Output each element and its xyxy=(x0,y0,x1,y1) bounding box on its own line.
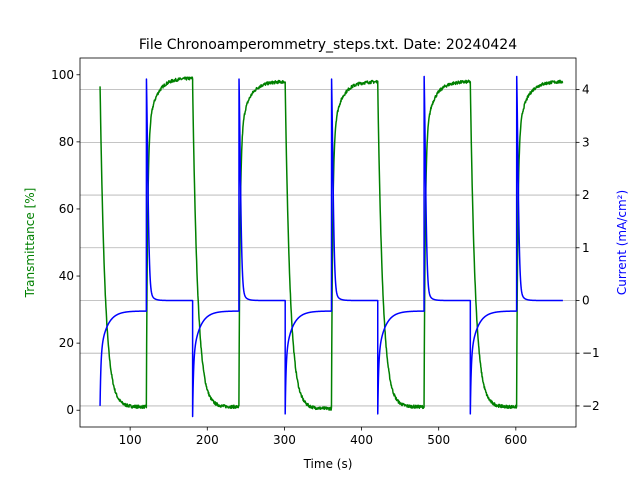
y-right-tick-label: −1 xyxy=(582,346,600,360)
y-axis-left-label: Transmittance [%] xyxy=(23,188,37,299)
series-line-current xyxy=(99,75,564,418)
x-tick-label: 100 xyxy=(119,433,142,447)
y-left-tick-label: 0 xyxy=(66,403,74,417)
x-tick-label: 400 xyxy=(350,433,373,447)
x-tick-label: 500 xyxy=(427,433,450,447)
y-left-tick-label: 60 xyxy=(59,202,74,216)
y-right-tick-label: 2 xyxy=(582,188,590,202)
y-right-tick-label: 0 xyxy=(582,293,590,307)
y-left-tick-label: 40 xyxy=(59,269,74,283)
y-left-tick-label: 80 xyxy=(59,135,74,149)
y-right-tick-label: −2 xyxy=(582,399,600,413)
y-left-tick-label: 20 xyxy=(59,336,74,350)
x-axis: 100 200 300 400 500 600 xyxy=(119,427,527,447)
y-right-tick-label: 1 xyxy=(582,241,590,255)
y-axis-right: −2 −1 0 1 2 3 4 xyxy=(576,83,600,413)
grid xyxy=(80,89,576,407)
chart-title: File Chronoamperommetry_steps.txt. Date:… xyxy=(139,37,517,53)
x-tick-label: 200 xyxy=(196,433,219,447)
y-left-tick-label: 100 xyxy=(51,68,74,82)
y-right-tick-label: 4 xyxy=(582,83,590,97)
y-right-tick-label: 3 xyxy=(582,135,590,149)
y-axis-left: 0 20 40 60 80 100 xyxy=(51,68,80,417)
plot-frame xyxy=(79,57,577,428)
series-line-transmittance xyxy=(99,76,564,411)
series-layer xyxy=(99,75,564,418)
x-tick-label: 300 xyxy=(273,433,296,447)
y-axis-right-label: Current (mA/cm²) xyxy=(615,190,629,295)
x-tick-label: 600 xyxy=(504,433,527,447)
x-axis-label: Time (s) xyxy=(303,457,353,471)
